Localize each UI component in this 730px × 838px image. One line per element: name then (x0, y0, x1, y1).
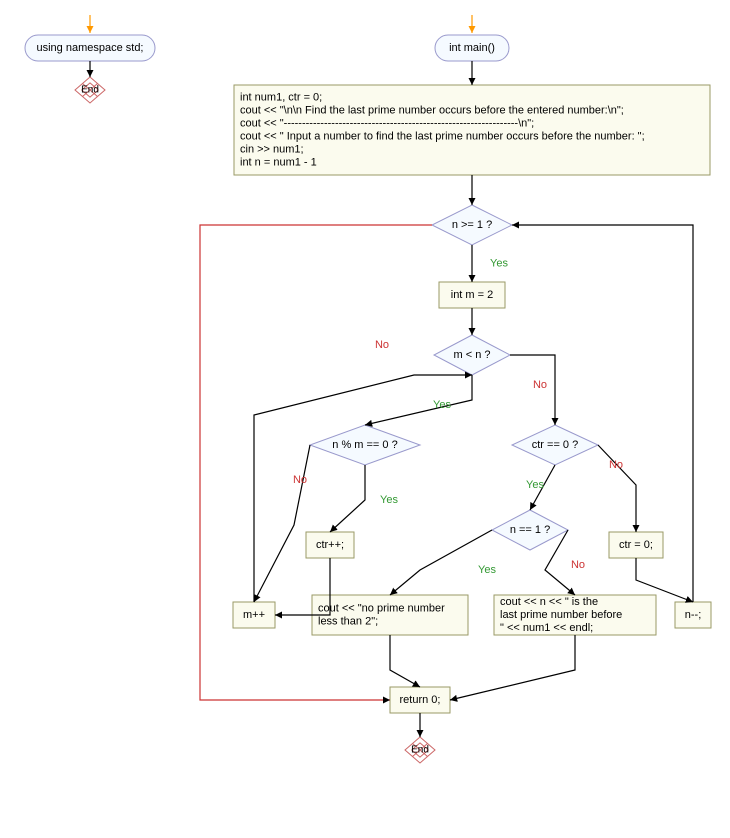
svg-text:int m = 2: int m = 2 (451, 289, 494, 301)
svg-text:n--;: n--; (685, 609, 702, 621)
svg-text:End: End (81, 85, 99, 96)
svg-text:cin >> num1;: cin >> num1; (240, 143, 304, 155)
svg-text:cout << "---------------------: cout << "-------------------------------… (240, 117, 534, 129)
flow-arrow (254, 445, 310, 602)
flow-arrow (390, 635, 420, 687)
svg-text:m++: m++ (243, 609, 265, 621)
svg-text:" << num1 << endl;: " << num1 << endl; (500, 622, 593, 634)
svg-text:cout << n << " is the: cout << n << " is the (500, 596, 598, 608)
svg-text:ctr = 0;: ctr = 0; (619, 539, 653, 551)
svg-text:last prime number before: last prime number before (500, 609, 622, 621)
svg-text:End: End (411, 745, 429, 756)
svg-text:No: No (533, 379, 547, 391)
flow-arrow (390, 530, 492, 595)
svg-text:cout << " Input a number to fi: cout << " Input a number to find the las… (240, 130, 645, 142)
svg-text:No: No (609, 459, 623, 471)
svg-text:m < n ?: m < n ? (454, 349, 491, 361)
svg-text:int num1, ctr = 0;: int num1, ctr = 0; (240, 91, 322, 103)
svg-text:No: No (293, 474, 307, 486)
svg-text:Yes: Yes (490, 257, 508, 269)
svg-text:int main(): int main() (449, 42, 495, 54)
svg-text:using namespace std;: using namespace std; (36, 42, 143, 54)
svg-text:less than 2";: less than 2"; (318, 615, 378, 627)
svg-text:No: No (571, 559, 585, 571)
svg-text:n % m == 0 ?: n % m == 0 ? (332, 439, 397, 451)
svg-text:ctr == 0 ?: ctr == 0 ? (532, 439, 578, 451)
flow-arrow (450, 635, 575, 700)
flow-arrow (330, 465, 365, 532)
svg-text:Yes: Yes (526, 479, 544, 491)
svg-text:Yes: Yes (433, 399, 451, 411)
svg-text:No: No (375, 339, 389, 351)
svg-text:cout << "\n\n Find the last pr: cout << "\n\n Find the last prime number… (240, 104, 624, 116)
svg-text:return 0;: return 0; (400, 694, 441, 706)
svg-text:cout << "no prime number: cout << "no prime number (318, 602, 445, 614)
svg-text:Yes: Yes (380, 494, 398, 506)
flow-arrow (365, 375, 472, 425)
svg-text:int n = num1 - 1: int n = num1 - 1 (240, 156, 317, 168)
svg-text:n == 1 ?: n == 1 ? (510, 524, 550, 536)
svg-text:n >= 1 ?: n >= 1 ? (452, 219, 492, 231)
svg-text:Yes: Yes (478, 564, 496, 576)
svg-text:ctr++;: ctr++; (316, 539, 344, 551)
